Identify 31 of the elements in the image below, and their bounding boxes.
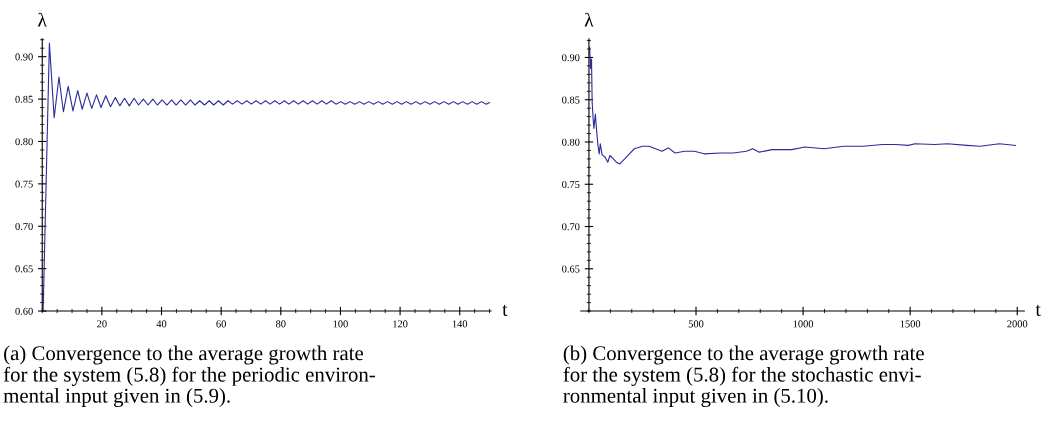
y-tick-label: 0.65 [15, 265, 33, 273]
y-tick-label: 0.65 [562, 265, 580, 273]
y-tick-label: 0.75 [15, 180, 33, 188]
y-tick-label: 0.90 [15, 53, 33, 61]
x-tick-label: 80 [275, 320, 286, 328]
x-tick-label: 140 [452, 320, 468, 328]
y-tick-label: 0.80 [562, 138, 580, 146]
x-tick-label: 60 [216, 320, 226, 328]
y-tick-label: 0.70 [562, 223, 580, 231]
x-tick-label: 2000 [1007, 320, 1028, 328]
x-tick-label: 40 [156, 320, 167, 328]
x-tick-label: 1500 [900, 320, 921, 328]
x-tick-label: 120 [393, 320, 408, 328]
text: (b) Convergence to the average growth rate for the system (5.8) for the stochastic envi- ronmental input given in (5.10). [563, 345, 924, 408]
y-tick-label: 0.80 [15, 138, 33, 146]
x-axis-title: t [502, 304, 508, 316]
y-tick-label: 0.75 [562, 180, 580, 189]
y-tick-label: 0.85 [15, 95, 33, 103]
text: (a) Convergence to the average growth rate for the system (5.8) for the periodic environ- mental input given in (5.9). [3, 345, 375, 408]
line-series [42, 42, 491, 312]
y-axis-title: λ [584, 12, 594, 27]
y-tick-label: 0.70 [15, 222, 33, 231]
y-tick-label: 0.85 [562, 96, 580, 104]
x-tick-label: 20 [97, 320, 107, 328]
x-tick-label: 1000 [793, 320, 814, 328]
x-tick-label: 100 [333, 320, 348, 328]
y-axis-title: λ [38, 12, 47, 27]
x-axis-title: t [1035, 304, 1041, 316]
y-tick-label: 0.60 [15, 307, 33, 315]
x-tick-label: 500 [688, 320, 704, 328]
y-tick-label: 0.90 [562, 54, 580, 62]
